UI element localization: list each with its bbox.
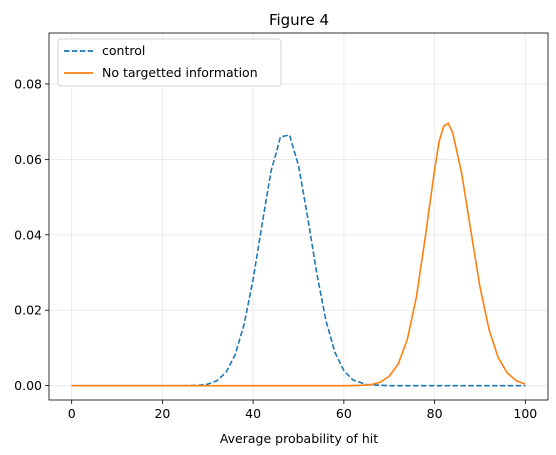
y-tick-label: 0.00 xyxy=(14,378,42,393)
x-tick-label: 40 xyxy=(245,406,261,421)
y-tick-label: 0.02 xyxy=(14,303,42,318)
x-axis-label: Average probability of hit xyxy=(220,431,378,446)
y-tick-label: 0.04 xyxy=(14,227,42,242)
x-tick-label: 100 xyxy=(513,406,537,421)
y-tick-label: 0.06 xyxy=(14,152,42,167)
x-tick-label: 0 xyxy=(68,406,76,421)
x-tick-label: 80 xyxy=(427,406,443,421)
plot-frame xyxy=(48,32,549,401)
axes-layer xyxy=(48,32,549,401)
legend-box xyxy=(57,38,282,87)
grid-layer xyxy=(49,33,548,400)
tick-layer: 0 20 40 60 80 100 0.00 0.02 0.04 0.06 0.08 xyxy=(14,76,537,421)
legend-label-control: control xyxy=(102,43,145,58)
x-tick-label: 20 xyxy=(154,406,170,421)
chart-legend: control No targetted information xyxy=(57,38,282,87)
series-layer xyxy=(71,122,526,387)
series-line-no-targetted-information xyxy=(71,122,526,387)
x-tick-label: 60 xyxy=(336,406,352,421)
y-tick-label: 0.08 xyxy=(14,76,42,91)
legend-label-no-targetted-information: No targetted information xyxy=(102,65,258,80)
chart-title: Figure 4 xyxy=(269,11,329,29)
